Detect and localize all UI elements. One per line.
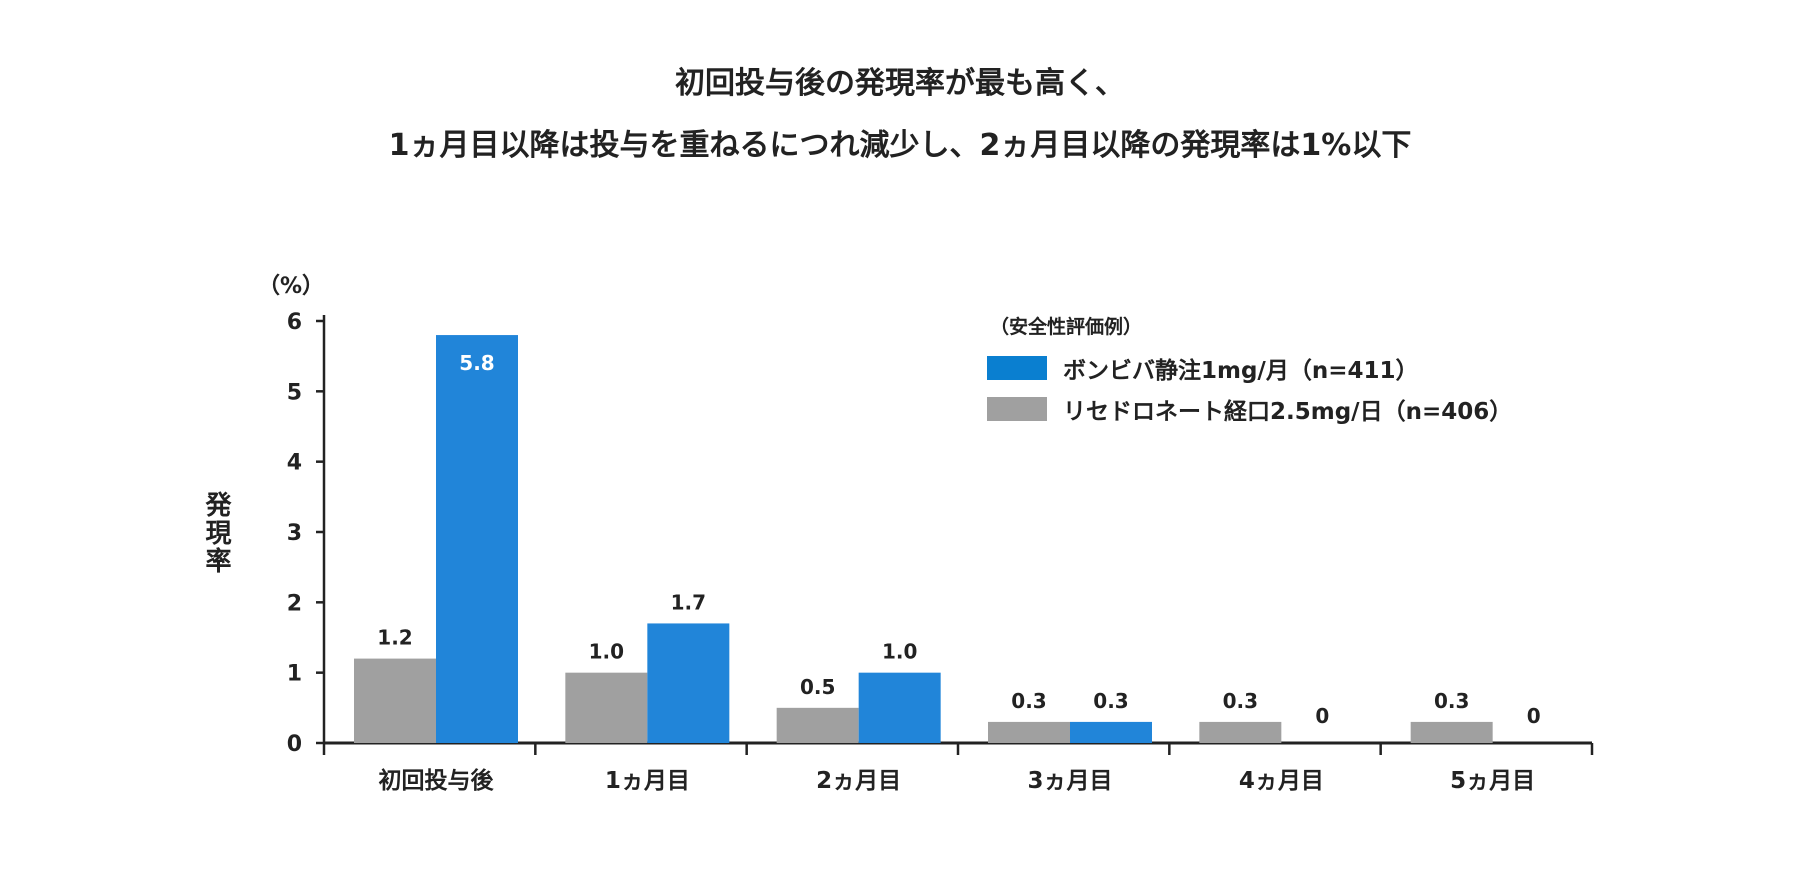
y-tick-label: 0 (287, 732, 302, 757)
bar-risedronate (354, 658, 436, 743)
legend-item-bonviva: ボンビバ静注1mg/月（n=411） (987, 351, 1419, 385)
bar-risedronate (776, 707, 859, 743)
x-tick-label: 3ヵ月目 (1027, 768, 1112, 794)
y-unit-label: （%） (258, 274, 324, 299)
data-label: 5.8 (459, 351, 494, 375)
data-label: 0.5 (800, 675, 835, 699)
legend-item-risedronate: リセドロネート経口2.5mg/日（n=406） (987, 392, 1512, 426)
x-tick-label: 5ヵ月目 (1450, 768, 1535, 794)
y-tick-label: 4 (287, 451, 302, 476)
legend-swatch-blue (987, 356, 1047, 380)
bar-bonviva (647, 623, 730, 743)
legend-title: （安全性評価例） (990, 316, 1143, 338)
bar-risedronate (565, 672, 648, 743)
y-axis-title: 発現率 (201, 491, 232, 575)
x-tick-label: 1ヵ月目 (605, 768, 690, 794)
y-tick-label: 3 (287, 521, 302, 546)
data-label: 0 (1315, 704, 1329, 728)
chart-title-line-1: 初回投与後の発現率が最も高く、 (675, 66, 1125, 101)
bar-bonviva (436, 335, 518, 743)
legend-swatch-gray (987, 397, 1047, 421)
legend-label: リセドロネート経口2.5mg/日（n=406） (1063, 399, 1513, 425)
y-tick-label: 5 (287, 380, 302, 405)
data-label: 1.0 (882, 640, 917, 664)
data-label: 0 (1527, 704, 1541, 728)
bar-risedronate (1199, 721, 1282, 743)
bar-risedronate (1410, 721, 1493, 743)
y-tick-label: 2 (287, 591, 302, 616)
x-tick-label: 2ヵ月目 (816, 768, 901, 794)
data-label: 0.3 (1434, 689, 1469, 713)
y-tick-label: 6 (287, 310, 302, 335)
bar-bonviva (1070, 721, 1152, 743)
bar-bonviva (858, 672, 941, 743)
data-label: 1.7 (671, 590, 706, 614)
data-label: 0.3 (1223, 689, 1258, 713)
data-label: 1.0 (589, 640, 624, 664)
x-tick-label: 初回投与後 (379, 767, 495, 794)
y-tick-label: 1 (287, 662, 302, 687)
x-tick-label: 4ヵ月目 (1239, 768, 1324, 794)
data-label: 1.2 (377, 626, 412, 650)
chart-title-line-2: 1ヵ月目以降は投与を重ねるにつれ減少し、2ヵ月目以降の発現率は1%以下 (388, 128, 1412, 163)
data-label: 0.3 (1011, 689, 1046, 713)
legend-label: ボンビバ静注1mg/月（n=411） (1063, 358, 1419, 384)
bar-risedronate (988, 721, 1070, 743)
data-label: 0.3 (1093, 689, 1128, 713)
